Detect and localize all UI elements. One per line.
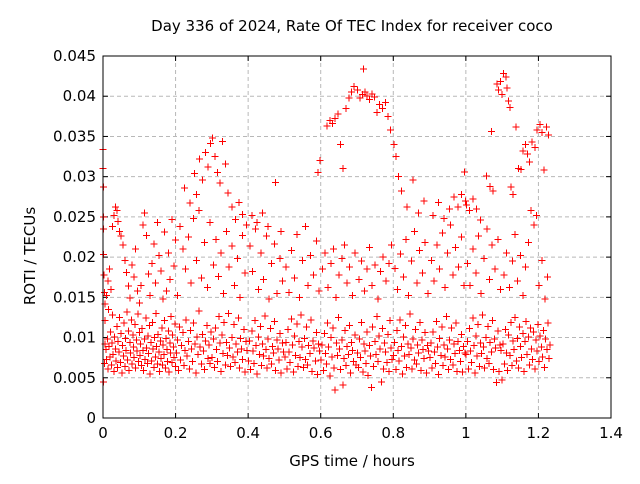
y-tick-label: 0.015 (53, 288, 96, 306)
plot-border (102, 55, 612, 419)
y-tick-label: 0.02 (63, 248, 96, 266)
x-tick-label: 0 (98, 424, 108, 442)
y-tick-label: 0.035 (53, 127, 96, 145)
x-tick-label: 0.6 (309, 424, 333, 442)
x-tick-label: 0.8 (381, 424, 405, 442)
y-tick-labels: 0 0.005 0.01 0.015 0.02 0.025 0.03 0.035 0.04 0.0… (53, 47, 96, 427)
y-tick-label: 0.005 (53, 369, 96, 387)
x-tick-label: 1.4 (599, 424, 623, 442)
y-tick-label: 0.04 (63, 87, 96, 105)
chart-title: Day 336 of 2024, Rate Of TEC Index for r… (151, 17, 553, 35)
y-tick-label: 0.01 (63, 329, 96, 347)
y-tick-label: 0.045 (53, 47, 96, 65)
x-tick-label: 0.4 (236, 424, 260, 442)
x-tick-labels: 0 0.2 0.4 0.6 0.8 1 1.2 1.4 (98, 424, 623, 442)
x-tick-label: 1 (461, 424, 471, 442)
x-tick-label: 0.2 (164, 424, 188, 442)
y-tick-label: 0 (86, 409, 96, 427)
y-axis-label: ROTI / TECUs (21, 207, 39, 305)
y-tick-label: 0.025 (53, 208, 96, 226)
x-tick-label: 1.2 (526, 424, 550, 442)
x-axis-label: GPS time / hours (289, 452, 415, 470)
y-tick-label: 0.03 (63, 168, 96, 186)
